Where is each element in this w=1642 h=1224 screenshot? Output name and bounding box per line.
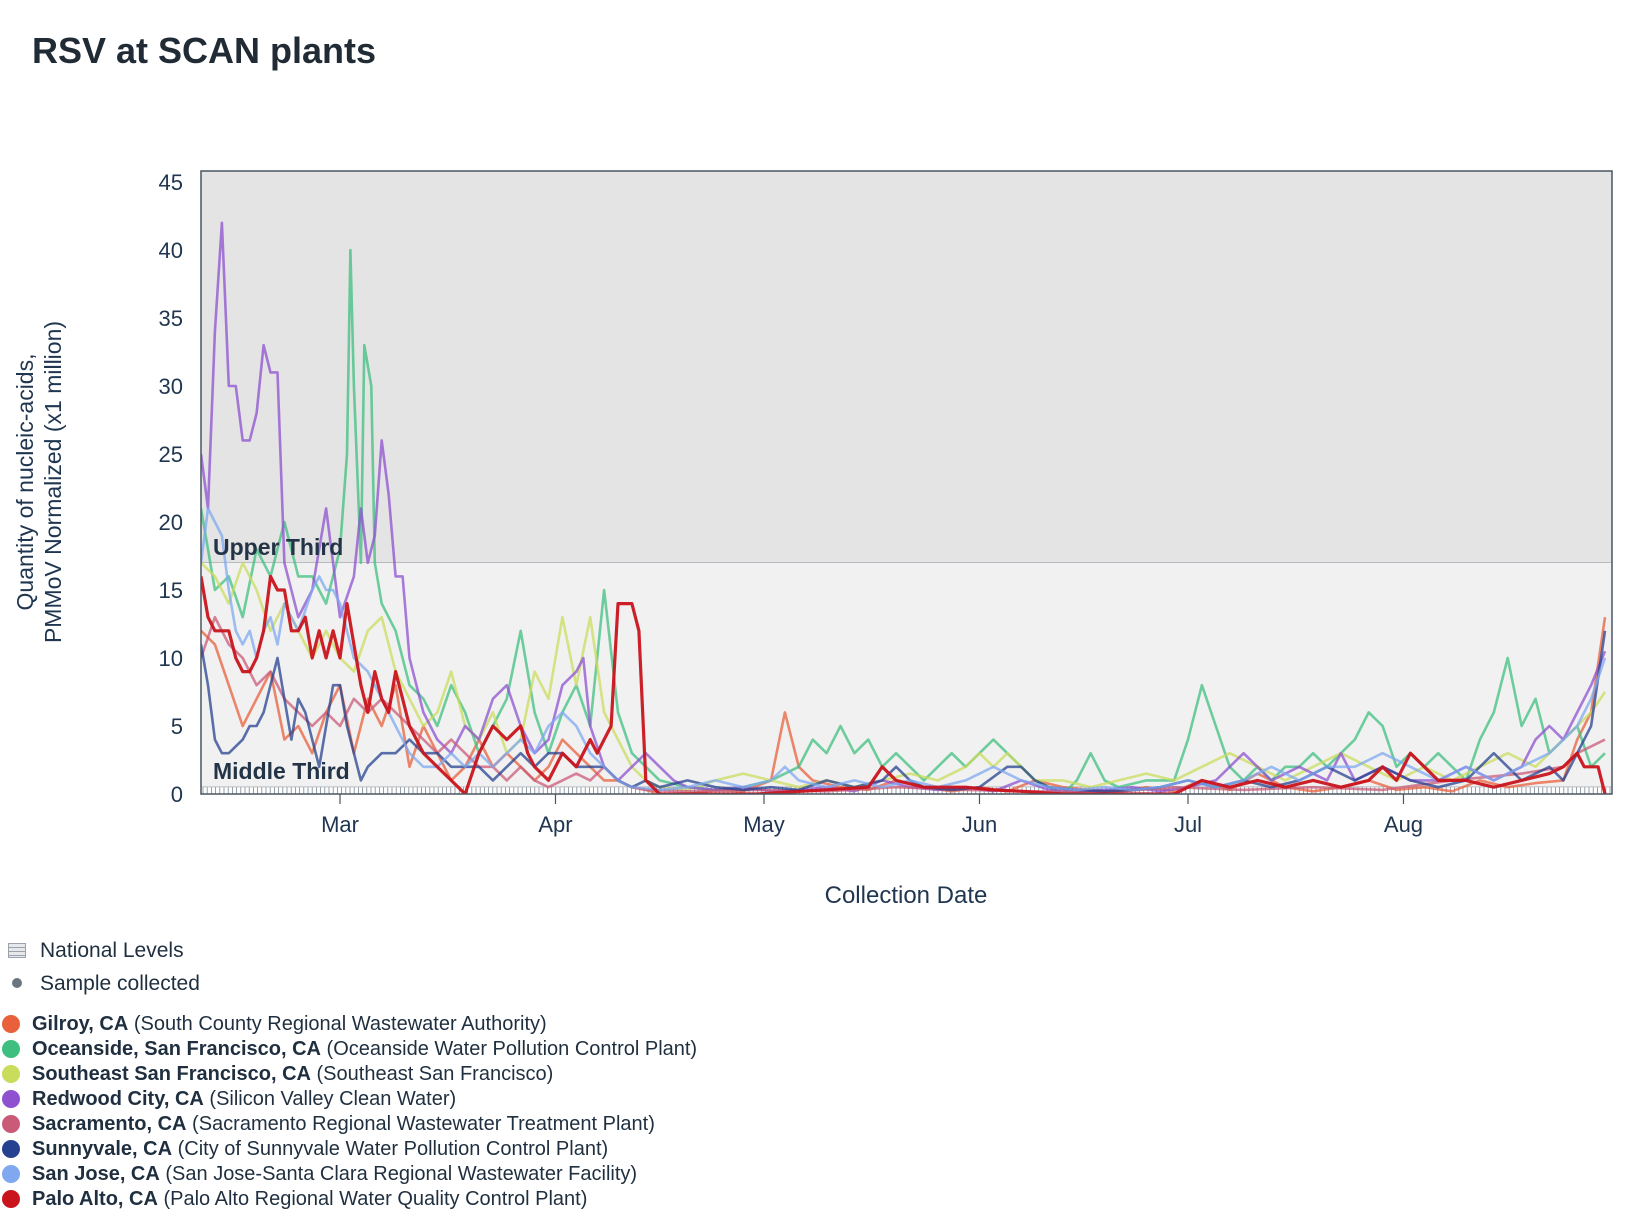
legend-location: Redwood City, CA (32, 1088, 204, 1110)
legend-facility: (Oceanside Water Pollution Control Plant… (321, 1038, 698, 1060)
legend-location: Southeast San Francisco, CA (32, 1063, 311, 1085)
y-axis-label-line1: Quantity of nucleic-acids, (12, 354, 38, 611)
x-tick-label: Apr (538, 812, 572, 837)
x-tick-label: Jul (1174, 812, 1202, 837)
y-tick-label: 20 (159, 510, 183, 535)
legend-facility: (Silicon Valley Clean Water) (203, 1088, 457, 1110)
legend-label: Gilroy, CA (South County Regional Wastew… (32, 1012, 547, 1036)
sample-dot-icon (12, 978, 22, 988)
y-tick-label: 15 (159, 578, 183, 603)
national-levels-icon (8, 943, 26, 958)
y-axis-label-line2: PMMoV Normalized (x1 million) (40, 321, 66, 643)
legend-label: Redwood City, CA (Silicon Valley Clean W… (32, 1087, 456, 1111)
x-axis-label: Collection Date (825, 882, 988, 909)
legend-swatch-icon (2, 1165, 20, 1183)
legend-location: San Jose, CA (32, 1163, 160, 1185)
y-tick-label: 5 (171, 714, 183, 739)
x-tick-label: Jun (962, 812, 997, 837)
chart: Upper Third Middle Third 0 5 10 15 20 25 30 35 40… (12, 170, 1613, 909)
series-line-sacramento-ca[interactable] (201, 615, 1606, 794)
legend-national-levels-label: National Levels (40, 939, 184, 962)
legend-location: Oceanside, San Francisco, CA (32, 1038, 321, 1060)
x-tick-label: Mar (321, 812, 359, 837)
y-tick-label: 0 (171, 782, 183, 807)
band-0 (201, 171, 1612, 563)
y-tick-label: 40 (159, 238, 183, 263)
legend-label: Sacramento, CA (Sacramento Regional Wast… (32, 1112, 655, 1136)
legend-label: Southeast San Francisco, CA (Southeast S… (32, 1062, 553, 1086)
legend-label: Palo Alto, CA (Palo Alto Regional Water … (32, 1187, 587, 1211)
y-tick-label: 25 (159, 442, 183, 467)
legend-swatch-icon (2, 1015, 20, 1033)
series-line-san-jose-ca[interactable] (201, 507, 1607, 792)
legend-label: Oceanside, San Francisco, CA (Oceanside … (32, 1037, 697, 1061)
lower-band (201, 787, 1612, 794)
legend-location: Sunnyvale, CA (32, 1138, 173, 1160)
legend-label: Sunnyvale, CA (City of Sunnyvale Water P… (32, 1137, 608, 1161)
legend-facility: (Sacramento Regional Wastewater Treatmen… (186, 1113, 655, 1135)
plot-frame (200, 170, 1613, 795)
legend-facility: (South County Regional Wastewater Author… (128, 1013, 547, 1035)
y-tick-label: 35 (159, 306, 183, 331)
y-tick-label: 10 (159, 646, 183, 671)
y-tick-label: 45 (159, 170, 183, 195)
series-line-oceanside-san-francisco-ca[interactable] (201, 248, 1606, 794)
legend-swatch-icon (2, 1040, 20, 1058)
legend-facility: (San Jose-Santa Clara Regional Wastewate… (159, 1163, 638, 1185)
legend-facility: (Palo Alto Regional Water Quality Contro… (157, 1188, 588, 1210)
series-line-southeast-san-francisco-ca[interactable] (201, 561, 1607, 792)
legend-label: San Jose, CA (San Jose-Santa Clara Regio… (32, 1162, 637, 1186)
legend-facility: (City of Sunnyvale Water Pollution Contr… (172, 1138, 609, 1160)
x-tick-label: Aug (1384, 812, 1423, 837)
legend-location: Palo Alto, CA (32, 1188, 158, 1210)
legend-facility: (Southeast San Francisco) (310, 1063, 554, 1085)
legend-swatch-icon (2, 1140, 20, 1158)
x-tick-label: May (743, 812, 785, 837)
chart-title: RSV at SCAN plants (32, 30, 377, 71)
band-label-upper: Upper Third (213, 534, 343, 560)
series-line-palo-alto-ca[interactable] (201, 574, 1607, 794)
legend-sample-collected-label: Sample collected (40, 972, 200, 995)
band-label-middle: Middle Third (213, 758, 350, 784)
legend-swatch-icon (2, 1115, 20, 1133)
legend-swatch-icon (2, 1090, 20, 1108)
legend-swatch-icon (2, 1190, 20, 1208)
y-tick-label: 30 (159, 374, 183, 399)
legend-location: Sacramento, CA (32, 1113, 187, 1135)
legend-swatch-icon (2, 1065, 20, 1083)
legend-location: Gilroy, CA (32, 1013, 129, 1035)
